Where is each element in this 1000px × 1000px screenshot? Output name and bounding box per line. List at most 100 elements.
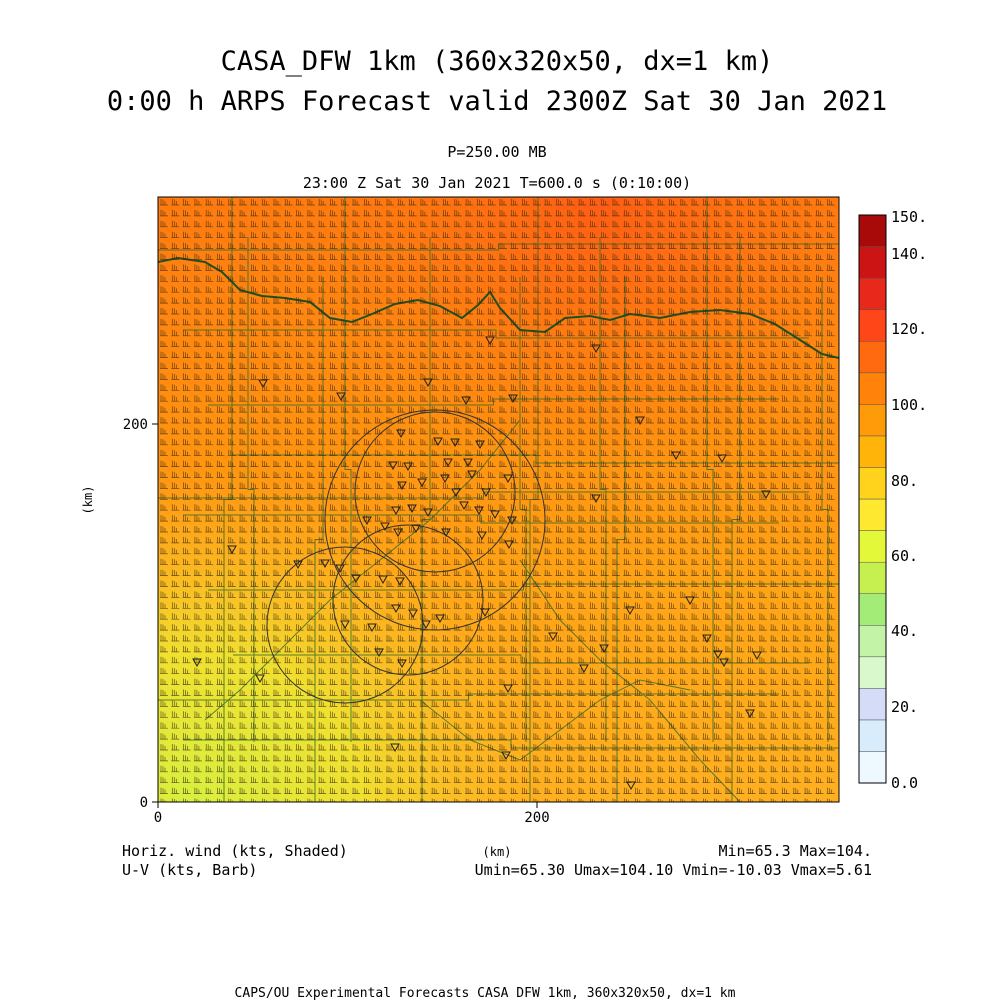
station-marker bbox=[717, 454, 727, 464]
station-marker bbox=[258, 379, 268, 389]
station-marker bbox=[407, 504, 417, 514]
station-marker bbox=[390, 743, 400, 753]
axis-ticks bbox=[152, 423, 538, 808]
station-marker bbox=[451, 488, 461, 498]
station-marker bbox=[591, 494, 601, 504]
station-marker bbox=[417, 478, 427, 488]
colorbar bbox=[858, 214, 887, 784]
station-marker bbox=[374, 648, 384, 658]
y-axis-unit: (km) bbox=[81, 486, 95, 515]
station-marker bbox=[320, 559, 330, 569]
station-marker bbox=[671, 451, 681, 461]
station-marker bbox=[579, 664, 589, 674]
colorbar-frame bbox=[858, 214, 887, 784]
station-marker bbox=[477, 531, 487, 541]
station-marker bbox=[397, 481, 407, 491]
station-marker bbox=[504, 540, 514, 550]
colorbar-label: 60. bbox=[891, 547, 918, 565]
colorbar-bin bbox=[858, 309, 887, 342]
colorbar-bin bbox=[858, 340, 887, 374]
station-marker bbox=[378, 575, 388, 585]
station-marker bbox=[441, 528, 451, 538]
station-marker bbox=[507, 516, 517, 526]
station-marker bbox=[408, 609, 418, 619]
station-marker bbox=[503, 684, 513, 694]
station-marker bbox=[435, 614, 445, 624]
title-line-2: 0:00 h ARPS Forecast valid 2300Z Sat 30 … bbox=[107, 86, 887, 117]
station-marker bbox=[485, 336, 495, 346]
colorbar-label: 100. bbox=[891, 396, 927, 414]
colorbar-bin bbox=[858, 719, 887, 752]
station-marker bbox=[340, 620, 350, 630]
station-marker bbox=[503, 474, 513, 484]
station-marker bbox=[443, 458, 453, 468]
station-marker bbox=[474, 506, 484, 516]
station-marker bbox=[421, 620, 431, 630]
field-label: Horiz. wind (kts, Shaded) bbox=[122, 842, 348, 860]
colorbar-bin bbox=[858, 530, 887, 563]
station-marker bbox=[626, 781, 636, 791]
station-marker bbox=[459, 501, 469, 511]
colorbar-bin bbox=[858, 404, 887, 437]
colorbar-label: 120. bbox=[891, 320, 927, 338]
colorbar-bin bbox=[858, 624, 887, 658]
station-marker bbox=[461, 396, 471, 406]
station-marker bbox=[752, 651, 762, 661]
station-marker bbox=[761, 490, 771, 500]
station-marker bbox=[293, 560, 303, 570]
x-axis-unit: (km) bbox=[483, 845, 512, 859]
y-tick-0: 0 bbox=[140, 795, 148, 811]
min-max-label: Min=65.3 Max=104. bbox=[718, 842, 872, 860]
station-marker bbox=[255, 674, 265, 684]
colorbar-bin bbox=[858, 467, 887, 500]
station-marker bbox=[440, 474, 450, 484]
station-marker bbox=[591, 344, 601, 354]
station-marker bbox=[635, 416, 645, 426]
station-marker bbox=[391, 604, 401, 614]
colorbar-label: 40. bbox=[891, 622, 918, 640]
station-marker bbox=[403, 462, 413, 472]
station-marker bbox=[335, 564, 345, 574]
station-marker bbox=[467, 470, 477, 480]
station-marker bbox=[599, 644, 609, 654]
plot-frame bbox=[157, 196, 840, 803]
colorbar-bin bbox=[858, 277, 887, 310]
colorbar-labels: 0.0 20. 40. 60. 80. 100. 120. 140. 150. bbox=[891, 208, 927, 792]
barb-label: U-V (kts, Barb) bbox=[122, 861, 257, 879]
station-marker bbox=[391, 506, 401, 516]
colorbar-bin bbox=[858, 561, 887, 594]
station-marker bbox=[362, 516, 372, 526]
station-marker bbox=[423, 378, 433, 388]
colorbar-bin bbox=[858, 372, 887, 405]
valid-time: 23:00 Z Sat 30 Jan 2021 T=600.0 s (0:10:… bbox=[303, 174, 691, 192]
uv-range-label: Umin=65.30 Umax=104.10 Vmin=-10.03 Vmax=… bbox=[475, 861, 872, 879]
station-marker bbox=[713, 650, 723, 660]
station-marker bbox=[625, 606, 635, 616]
station-marker bbox=[380, 522, 390, 532]
station-marker bbox=[158, 414, 159, 417]
station-markers bbox=[158, 336, 771, 791]
station-marker bbox=[490, 510, 500, 520]
radar-range-rings bbox=[266, 409, 546, 704]
station-marker bbox=[475, 440, 485, 450]
station-marker bbox=[192, 658, 202, 668]
colorbar-bin bbox=[858, 214, 887, 247]
colorbar-label: 150. bbox=[891, 208, 927, 226]
colorbar-label: 20. bbox=[891, 698, 918, 716]
station-marker bbox=[433, 437, 443, 447]
colorbar-label: 140. bbox=[891, 245, 927, 263]
station-marker bbox=[508, 394, 518, 404]
pressure-level: P=250.00 MB bbox=[447, 143, 546, 161]
station-marker bbox=[719, 658, 729, 668]
x-tick-200: 200 bbox=[524, 810, 549, 826]
station-marker bbox=[702, 634, 712, 644]
station-marker bbox=[548, 632, 558, 642]
y-tick-200: 200 bbox=[123, 417, 148, 433]
credit-line: CAPS/OU Experimental Forecasts CASA DFW … bbox=[235, 986, 736, 1000]
colorbar-bin bbox=[858, 688, 887, 721]
station-marker bbox=[411, 524, 421, 534]
station-marker bbox=[463, 458, 473, 468]
wind-speed-shading bbox=[158, 197, 839, 802]
colorbar-bin bbox=[858, 751, 887, 784]
